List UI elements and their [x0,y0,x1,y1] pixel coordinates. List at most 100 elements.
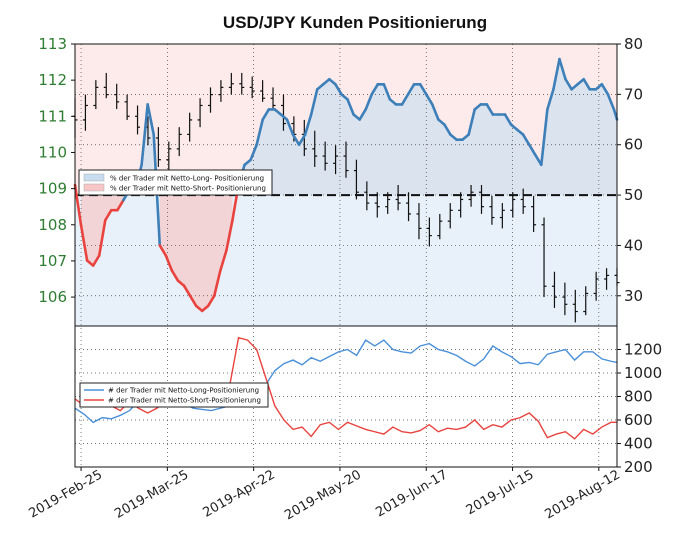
top-legend-label-1: % der Trader mit Netto-Short- Positionie… [110,185,266,193]
right-tick-label-bottom-0: 200 [624,458,653,476]
sentiment-segment-30 [255,118,265,147]
right-tick-label-bottom-2: 600 [624,411,653,429]
sentiment-segment-0 [73,183,83,227]
sentiment-segment-37 [297,133,307,147]
sentiment-segment-43 [334,82,343,96]
long-area-2 [238,59,618,196]
left-tick-label-2: 108 [38,216,67,234]
left-tick-label-0: 106 [38,288,67,306]
sentiment-segment-17 [176,279,186,288]
bottom-legend-box [79,382,269,408]
sentiment-segment-75 [527,143,537,157]
ohlc-bar-34 [426,217,432,247]
top-legend-box [78,169,273,196]
ohlc-bar-13 [208,87,213,113]
sentiment-segment-40 [315,82,325,91]
x-tick-label-5: 2019-Jul-15 [464,467,537,518]
x-tick-label-0: 2019-Feb-25 [27,467,106,521]
ohlc-bar-3 [103,72,109,99]
sentiment-segment-15 [164,254,174,272]
sentiment-segment-48 [364,93,374,111]
sentiment-segment-34 [279,113,289,121]
sentiment-segment-89 [612,108,619,121]
right-tick-label-bottom-5: 1200 [624,341,662,359]
right-tick-label-top-0: 30 [624,287,643,305]
sentiment-segment-73 [515,128,525,136]
top-legend-label-0: % der Trader mit Netto-Long- Positionier… [110,175,264,183]
right-tick-label-top-2: 50 [624,186,643,204]
sentiment-segment-58 [424,93,434,106]
ohlc-bar-4 [114,83,120,110]
right-tick-label-top-5: 80 [624,35,643,53]
short-area-1 [159,195,233,311]
ohlc-bar-8 [155,127,161,167]
sentiment-segment-33 [273,108,283,116]
sentiment-segment-28 [243,158,252,167]
sentiment-segment-79 [552,57,561,91]
sentiment-segment-36 [291,133,301,147]
ohlc-bar-24 [322,141,328,171]
sentiment-segment-20 [194,304,204,313]
ohlc-bar-2 [93,80,99,110]
ohlc-bar-9 [166,141,172,175]
sentiment-segment-5 [103,208,113,222]
sentiment-segment-16 [170,269,180,282]
sentiment-segment-84 [582,77,592,91]
sentiment-segment-22 [206,294,216,308]
top-legend-swatch-0 [83,173,105,182]
ohlc-bar-29 [374,192,380,218]
top-legend: % der Trader mit Netto-Long- Positionier… [78,169,273,196]
left-tick-label-4: 110 [38,143,67,161]
sentiment-segment-11 [140,103,149,167]
ohlc-bar-5 [124,94,130,120]
ohlc-bar-20 [280,94,286,131]
ohlc-bar-42 [510,192,516,218]
ohlc-bar-44 [531,195,537,232]
x-tick-label-6: 2019-Aug-12 [542,467,622,522]
sentiment-segment-71 [503,113,513,126]
x-tick-label-2: 2019-Apr-22 [201,467,278,520]
ohlc-bar-14 [218,80,224,102]
sentiment-segment-1 [79,223,89,262]
sentiment-segment-51 [382,82,392,101]
ohlc-bar-16 [239,72,245,95]
ohlc-bar-31 [395,185,401,211]
left-tick-label-3: 109 [38,180,67,198]
left-tick-label-6: 112 [38,71,67,89]
ohlc-bar-30 [385,192,391,214]
sentiment-segment-23 [212,269,222,298]
chart-title: USD/JPY Kunden Positionierung [223,13,487,32]
left-tick-label-1: 107 [38,252,67,270]
sentiment-segment-38 [303,113,313,136]
sentiment-segment-55 [406,82,416,96]
ohlc-bar-43 [520,188,526,214]
sentiment-segment-64 [461,133,470,141]
ohlc-bar-1 [82,94,88,131]
sentiment-segment-49 [370,82,380,96]
sentiment-segment-60 [437,118,446,126]
long-background-band [75,195,617,326]
ohlc-bar-39 [479,185,484,214]
ohlc-bar-27 [353,159,359,200]
sentiment-segment-54 [400,93,410,106]
ohlc-bar-48 [572,289,578,323]
sentiment-segment-44 [340,93,349,101]
sentiment-segment-57 [418,82,428,96]
sentiment-segment-78 [546,88,555,111]
ohlc-bar-49 [583,286,589,316]
right-tick-label-top-1: 40 [624,236,643,254]
sentiment-segment-7 [116,198,125,212]
sentiment-segment-87 [600,82,610,96]
sentiment-segment-80 [558,57,567,81]
sentiment-segment-29 [249,143,258,162]
sentiment-segment-47 [358,108,367,121]
sentiment-segment-39 [309,88,319,116]
sentiment-segment-66 [473,103,483,111]
ohlc-bar-45 [541,217,547,298]
sentiment-segment-41 [321,77,331,86]
ohlc-bar-41 [499,203,505,229]
left-tick-label-7: 113 [38,35,67,53]
sentiment-segment-25 [225,218,234,252]
sentiment-segment-3 [91,254,101,267]
